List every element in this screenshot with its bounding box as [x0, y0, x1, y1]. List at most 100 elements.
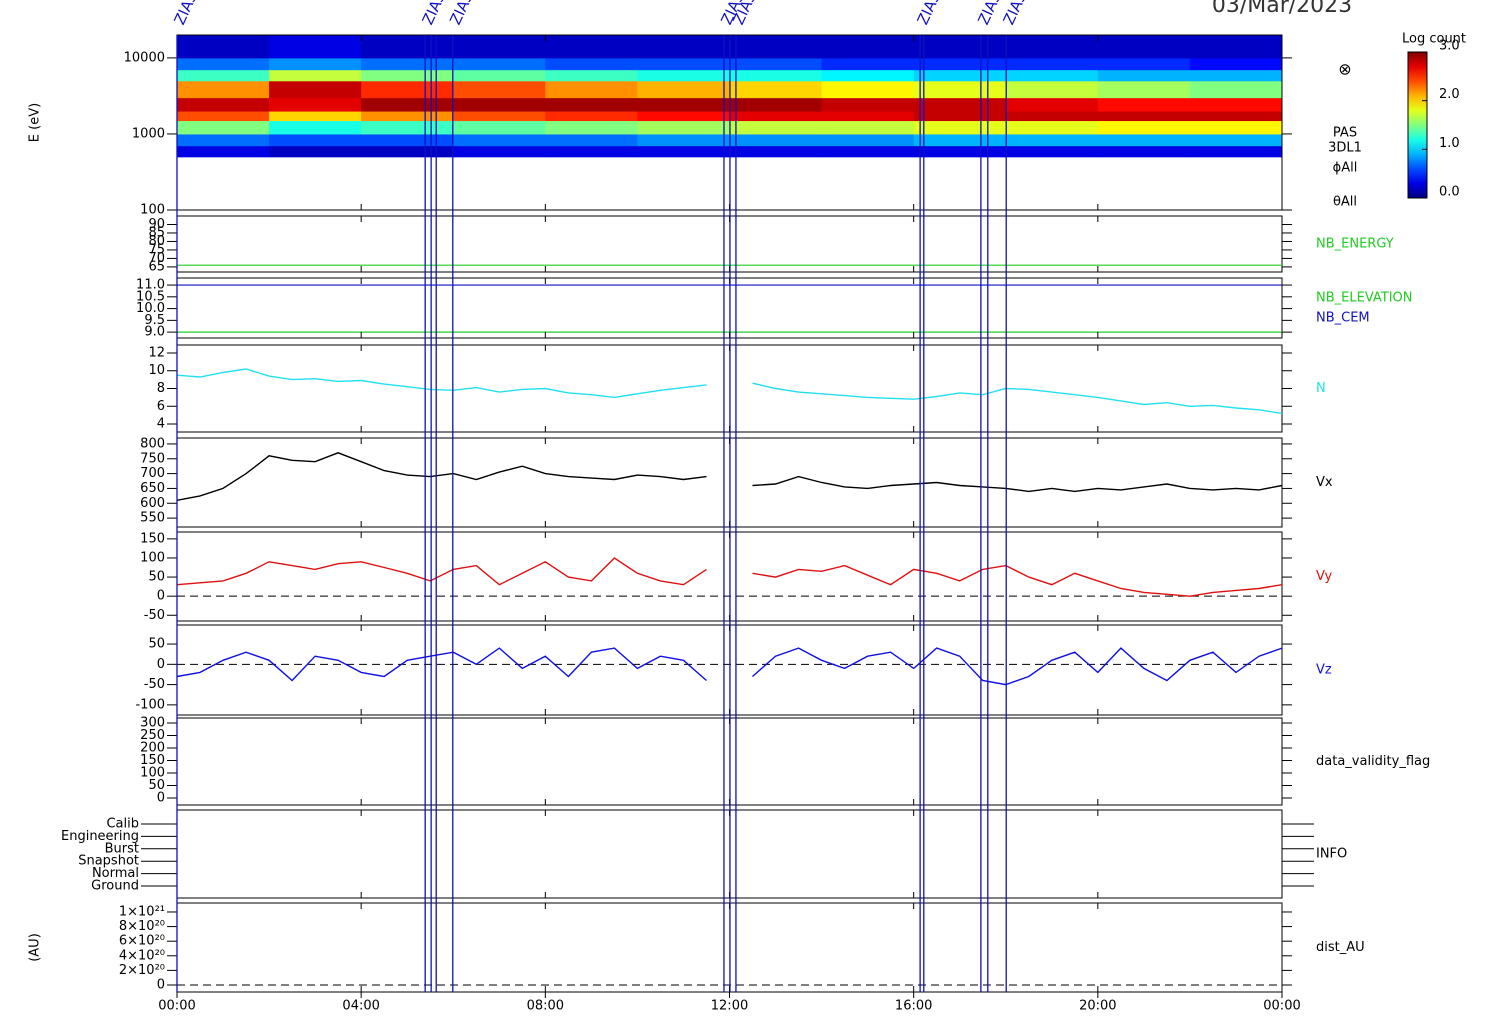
event-label: ZIAS: [1000, 0, 1031, 28]
spectrogram-cell: [269, 69, 362, 82]
y-tick-label: 8×10²⁰: [119, 919, 165, 934]
spectrogram-cell: [729, 111, 823, 122]
spectrogram-cell: [913, 97, 1007, 112]
spectrogram-cell: [177, 35, 270, 59]
spectrogram-cell: [1189, 57, 1283, 71]
y-tick-label: 4×10²⁰: [119, 948, 165, 963]
spectrogram-cell: [1189, 69, 1283, 82]
y-tick-label: 550: [140, 511, 165, 526]
x-tick-label: 12:00: [711, 999, 748, 1014]
event-label: ZIAS: [974, 0, 1005, 28]
spectrogram-cell: [913, 133, 1007, 147]
y-tick-label: -100: [135, 697, 165, 712]
y-tick-label: 150: [140, 531, 165, 546]
spectrogram-cell: [637, 69, 730, 82]
series-name: N: [1316, 381, 1326, 396]
y-tick-label: 50: [148, 778, 165, 793]
colorbar-tick-label: 1.0: [1439, 136, 1460, 151]
event-label: ZIAS: [446, 0, 477, 28]
spectrogram-cell: [913, 69, 1007, 82]
spectrogram-cell: [637, 97, 730, 112]
y-tick-label: Burst: [105, 841, 139, 856]
spectrogram-cell: [637, 145, 730, 158]
spectrogram-cell: [1189, 111, 1283, 122]
spectrogram-cell: [177, 111, 270, 122]
spectrogram-cell: [729, 69, 823, 82]
y-tick-label: -50: [144, 677, 165, 692]
spectrogram-cell: [1005, 35, 1099, 59]
spectrogram-cell: [545, 133, 638, 147]
y-tick-label: 70: [148, 251, 165, 266]
spectrogram-cell: [729, 80, 823, 99]
spectrogram-cell: [821, 133, 915, 147]
y-tick-label: 50: [148, 637, 165, 652]
spectrogram-cell: [361, 133, 454, 147]
spectrogram-cell: [1189, 35, 1283, 59]
spectrogram-cell: [177, 69, 270, 82]
spectrogram-cell: [1189, 145, 1283, 158]
spectrogram-cell: [453, 80, 546, 99]
x-tick-label: 08:00: [527, 999, 564, 1014]
spectrogram-cell: [269, 120, 362, 135]
y-tick-label: 4: [157, 417, 165, 432]
spectrogram-cell: [913, 120, 1007, 135]
spectrogram-cell: [545, 111, 638, 122]
x-tick-label: 04:00: [342, 999, 379, 1014]
spectrogram-cell: [729, 145, 823, 158]
spectrogram-cell: [269, 111, 362, 122]
y-tick-label: Engineering: [61, 829, 139, 844]
spectrogram-cell: [1005, 111, 1099, 122]
y-tick-label: 100: [140, 550, 165, 565]
colorbar: [1407, 51, 1428, 199]
spectrogram-cell: [269, 80, 362, 99]
spectrogram-cell: [913, 57, 1007, 71]
spectrogram-cell: [269, 35, 362, 59]
spectrogram-cell: [637, 133, 730, 147]
y-tick-label: 6×10²⁰: [119, 934, 165, 949]
spectrogram-cell: [361, 35, 454, 59]
x-tick-label: 00:00: [1263, 999, 1300, 1014]
spectrogram-cell: [1005, 80, 1099, 99]
spectrogram-cell: [913, 145, 1007, 158]
spectrogram-cell: [637, 57, 730, 71]
y-tick-label: 650: [140, 481, 165, 496]
spectrogram-cell: [729, 35, 823, 59]
colorbar-tick-label: 3.0: [1439, 39, 1460, 54]
y-tick-label: 75: [148, 242, 165, 257]
spectrogram-cell: [269, 57, 362, 71]
colorbar-tick-label: 0.0: [1439, 185, 1460, 200]
spectrogram-cell: [637, 80, 730, 99]
spectrogram-cell: [1189, 120, 1283, 135]
colorbar-tick-label: 2.0: [1439, 87, 1460, 102]
spectrogram-cell: [1097, 120, 1191, 135]
spectrogram-cell: [1005, 97, 1099, 112]
spectrogram-cell: [913, 35, 1007, 59]
y-tick-label: 0: [157, 977, 165, 992]
y-tick-label: 2×10²⁰: [119, 963, 165, 978]
y-tick-label: 11.0: [136, 278, 165, 293]
y-tick-label: 750: [140, 451, 165, 466]
spectrogram-cell: [913, 80, 1007, 99]
y-tick-label: 150: [140, 753, 165, 768]
spectrogram-cell: [913, 111, 1007, 122]
spectrogram-cell: [821, 69, 915, 82]
y-tick-label: Snapshot: [78, 854, 139, 869]
panel-label: data_validity_flag: [1316, 754, 1430, 769]
series-line: [176, 368, 1283, 415]
spectrogram-cell: [821, 120, 915, 135]
series-name: Vy: [1316, 569, 1333, 584]
y-tick-label: 0: [157, 791, 165, 806]
spectrogram-cell: [821, 57, 915, 71]
panel-label: PAS: [1333, 126, 1357, 141]
y-tick-label: 1000: [132, 126, 165, 141]
y-tick-label: 10: [148, 363, 165, 378]
spectrogram-cell: [177, 97, 270, 112]
spectrogram-cell: [729, 57, 823, 71]
panel-label: INFO: [1316, 847, 1347, 862]
spectrogram-cell: [545, 35, 638, 59]
spectrogram-cell: [361, 111, 454, 122]
spectrogram-cell: [545, 80, 638, 99]
y-axis-label: E (eV): [28, 103, 43, 142]
spectrogram-cell: [821, 35, 915, 59]
